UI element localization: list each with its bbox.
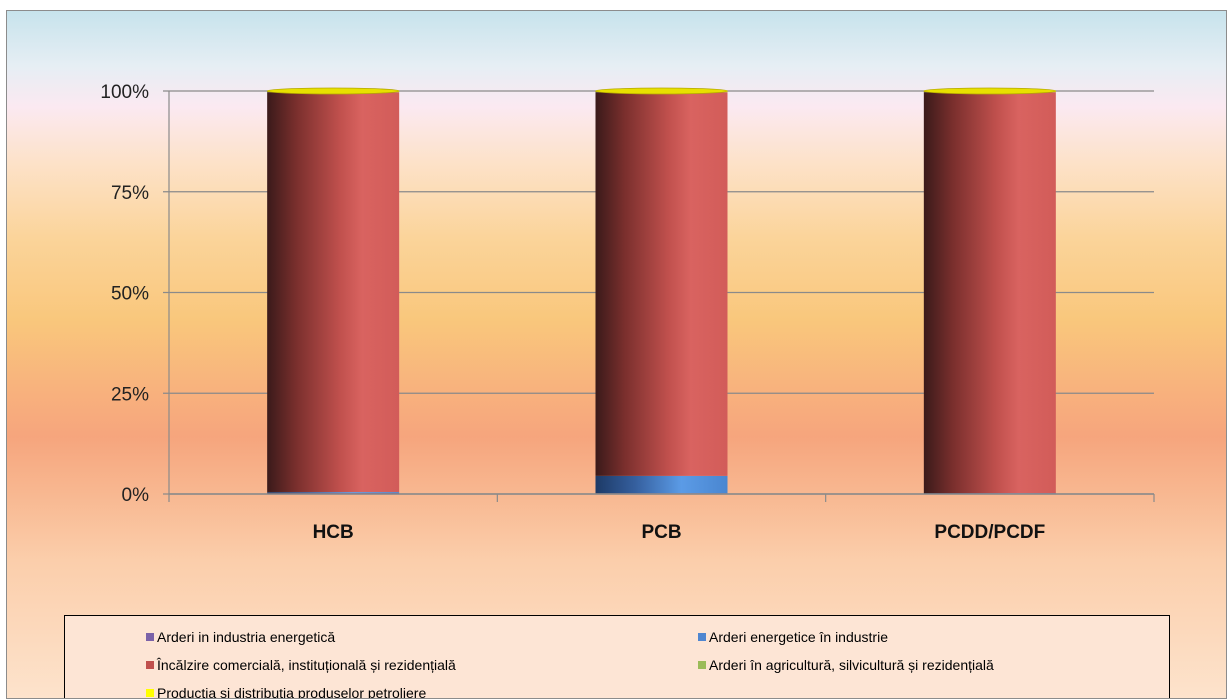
legend-item: Arderi in industria energetică bbox=[146, 629, 335, 645]
bar-top-cap bbox=[923, 87, 1057, 95]
legend-item: Arderi în agricultură, silvicultură și r… bbox=[698, 657, 994, 673]
legend-swatch bbox=[146, 689, 154, 697]
legend-label: Arderi în agricultură, silvicultură și r… bbox=[709, 657, 994, 673]
legend-label: Arderi in industria energetică bbox=[157, 629, 336, 645]
legend-swatch bbox=[698, 661, 706, 669]
y-tick-label: 0% bbox=[122, 485, 150, 506]
y-tick-label: 100% bbox=[100, 82, 149, 103]
y-tick-label: 50% bbox=[111, 284, 149, 305]
legend: Arderi in industria energetică Arderi en… bbox=[64, 615, 1170, 699]
legend-swatch bbox=[698, 633, 706, 641]
legend-label: Încălzire comercială, instituțională și … bbox=[157, 657, 456, 673]
bar-top-cap bbox=[595, 87, 728, 95]
legend-swatch bbox=[146, 633, 154, 641]
bar-segment bbox=[923, 92, 1056, 494]
stacked-bar-chart: 0% 25% 50% 75% 100% HCB PCB PCDD/PCDF bbox=[100, 82, 1155, 543]
bar-segment bbox=[595, 475, 728, 494]
legend-item: Încălzire comercială, instituțională și … bbox=[146, 657, 456, 673]
bar-segment bbox=[595, 92, 728, 476]
x-tick-label: PCDD/PCDF bbox=[934, 522, 1045, 543]
legend-item: Arderi energetice în industrie bbox=[698, 629, 888, 645]
chart-frame: 0% 25% 50% 75% 100% HCB PCB PCDD/PCDF Arderi in… bbox=[6, 10, 1227, 699]
y-tick-label: 75% bbox=[111, 183, 149, 204]
legend-item: Producția și distribuția produselor petr… bbox=[146, 685, 427, 699]
bar-top-cap bbox=[266, 87, 400, 95]
x-tick-label: HCB bbox=[313, 522, 354, 543]
x-tick-label: PCB bbox=[641, 522, 681, 543]
legend-label: Producția și distribuția produselor petr… bbox=[157, 685, 427, 699]
y-tick-label: 25% bbox=[111, 384, 149, 405]
bar-segment bbox=[267, 491, 400, 493]
bar-segment bbox=[267, 92, 400, 492]
legend-label: Arderi energetice în industrie bbox=[709, 629, 888, 645]
legend-swatch bbox=[146, 661, 154, 669]
